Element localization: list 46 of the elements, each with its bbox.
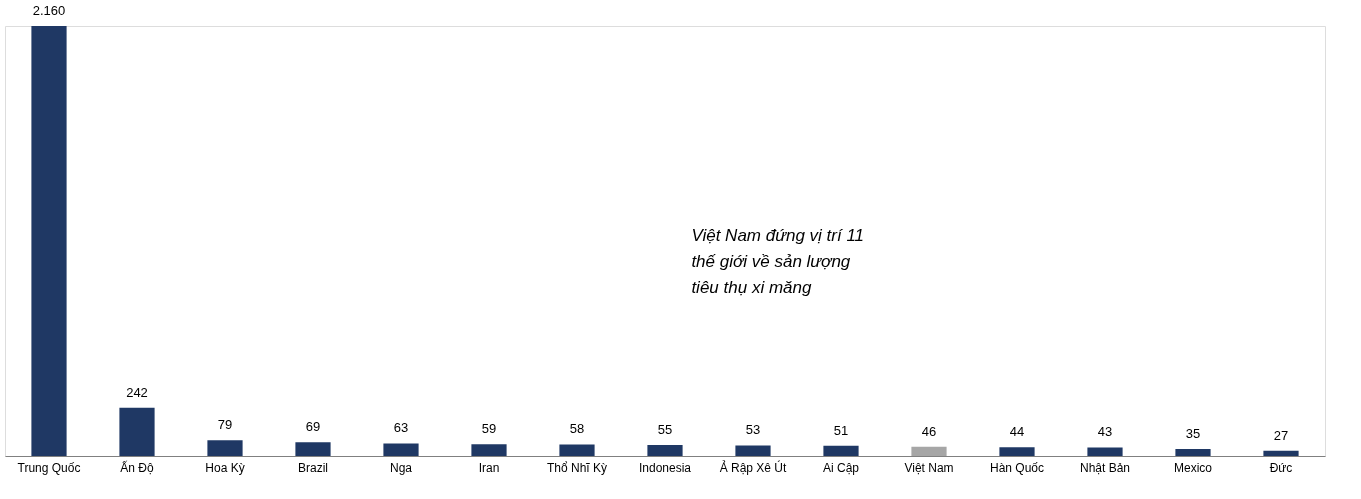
x-tick-label: Nga [389,460,413,475]
data-label: 55 [657,422,673,438]
data-label: 2.160 [32,3,66,18]
data-label: 59 [481,421,497,437]
x-tick-label: Mexico [1173,460,1213,475]
bar [1175,449,1211,456]
data-label: 51 [833,422,849,438]
bar [823,445,859,456]
bar [1263,450,1299,456]
data-label: 35 [1185,426,1201,442]
bar [383,443,419,456]
data-label: 44 [1009,424,1025,440]
data-label: 63 [393,420,409,436]
x-tick-label: Việt Nam [904,460,954,475]
bar [735,445,771,456]
bar [207,440,243,456]
x-tick-label: Brazil [297,460,329,475]
bar [295,442,331,456]
x-tick-label: Indonesia [638,460,692,475]
x-tick-label: Trung Quốc [17,460,81,475]
x-tick-label: Ấn Độ [120,459,154,475]
x-tick-label: Iran [478,460,500,475]
bar [911,446,947,456]
bar [471,444,507,456]
x-tick-label: Ai Cập [822,460,860,475]
data-label: 69 [305,419,321,435]
data-label: 79 [217,417,233,433]
data-label: 242 [126,384,148,400]
bar [119,407,155,456]
annotation: Việt Nam đứng vị trí 11 thế giới về sản lượng tiêu thụ xi măng [691,226,865,298]
bar [999,447,1035,456]
bar [647,445,683,456]
x-tick-label: Ả Rập Xê Út [719,459,788,475]
bar [559,444,595,456]
data-label: 53 [745,422,761,438]
x-tick-label: Nhật Bản [1079,460,1131,475]
x-tick-label: Đức [1269,460,1293,475]
data-label: 43 [1097,424,1113,440]
x-tick-label: Hoa Kỳ [205,460,245,475]
data-label: 58 [569,421,585,437]
bar [1087,447,1123,456]
bar [31,26,67,456]
x-tick-label: Thổ Nhĩ Kỳ [546,460,608,475]
data-label: 46 [921,423,937,439]
x-tick-label: Hàn Quốc [989,460,1045,475]
data-label: 27 [1273,427,1289,443]
